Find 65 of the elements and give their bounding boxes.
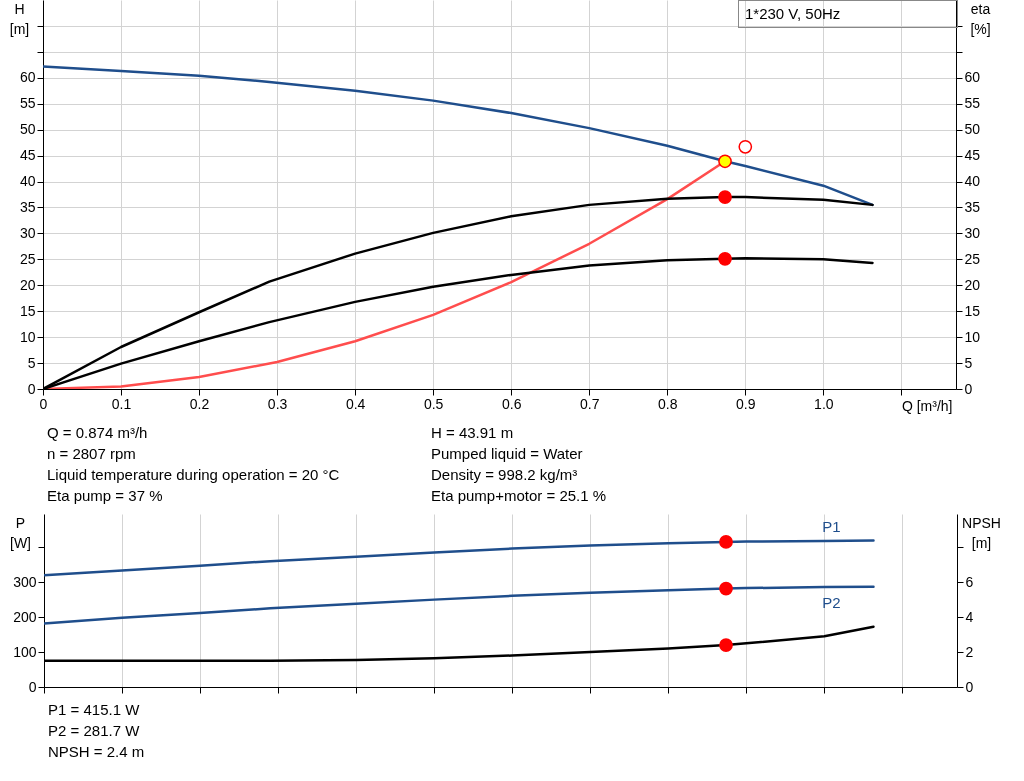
- y2-tick-label: 50: [964, 121, 981, 138]
- y-tick-label: 20: [19, 276, 36, 293]
- y-tick-label: 5: [27, 354, 36, 371]
- y2-tick-label: 4: [965, 608, 974, 625]
- y-tick-label: 55: [19, 95, 36, 112]
- y2-tick-label: 2: [965, 643, 974, 660]
- text: Liquid temperature during operation = 20 °C: [47, 466, 340, 483]
- y2-tick-label: 25: [964, 250, 981, 267]
- x-tick-label: 0: [39, 395, 48, 412]
- y2-tick-label: 40: [964, 173, 981, 190]
- x-tick-label: 0.7: [580, 395, 600, 412]
- x-tick-label: 0.5: [423, 395, 444, 412]
- x-tick-label: 0.4: [345, 395, 366, 412]
- text: Eta pump = 37 %: [47, 487, 163, 504]
- x-tick-label: 1.0: [814, 395, 834, 412]
- y-tick-label: 300: [13, 573, 37, 590]
- y-tick-label: 100: [13, 643, 37, 660]
- text: Q = 0.874 m³/h: [47, 424, 148, 441]
- y2-tick-label: 10: [964, 328, 981, 345]
- y2-tick-label: 0: [964, 380, 973, 397]
- x-tick-label: 0.2: [189, 395, 210, 412]
- y2-axis-title: NPSH [m]: [962, 514, 1001, 551]
- y-tick-label: 15: [19, 302, 36, 319]
- y-tick-label: 200: [13, 608, 37, 625]
- series-label: P1: [822, 517, 841, 535]
- text: Pumped liquid = Water: [431, 445, 583, 462]
- y-tick-label: 50: [19, 121, 36, 138]
- y-tick-label: 45: [19, 147, 36, 164]
- text: P2 = 281.7 W: [48, 722, 141, 739]
- y-axis-title: P [W]: [10, 514, 31, 551]
- y-tick-label: 40: [19, 173, 36, 190]
- x-tick-label: 0.9: [736, 395, 756, 412]
- text: P1 = 415.1 W: [48, 701, 141, 718]
- y2-axis-title: eta [%]: [970, 0, 991, 37]
- x-tick-label: 0.3: [267, 395, 288, 412]
- x-tick-label: 0.8: [658, 395, 678, 412]
- y-tick-label: 30: [19, 224, 36, 241]
- y2-tick-label: 30: [964, 224, 981, 241]
- y-tick-label: 0: [28, 678, 37, 695]
- y-tick-label: 25: [19, 250, 36, 267]
- y-tick-label: 10: [19, 328, 36, 345]
- y2-tick-label: 15: [964, 302, 981, 319]
- series-label: P2: [822, 593, 841, 611]
- y2-tick-label: 5: [964, 354, 973, 371]
- y-tick-label: 60: [19, 69, 36, 86]
- y-tick-label: 35: [19, 198, 36, 215]
- line-series: [43, 65, 874, 207]
- y2-tick-label: 35: [964, 198, 981, 215]
- text: Density = 998.2 kg/m³: [431, 466, 578, 483]
- y-axis-title: H [m]: [9, 0, 30, 37]
- text: H = 43.91 m: [431, 424, 514, 441]
- y2-tick-label: 45: [964, 147, 981, 164]
- y2-tick-label: 0: [965, 678, 974, 695]
- x-axis-title: Q [m³/h]: [901, 397, 953, 414]
- text: Eta pump+motor = 25.1 %: [431, 487, 607, 504]
- text-box: 1*230 V, 50Hz: [738, 0, 958, 28]
- x-tick-label: 0.1: [111, 395, 132, 412]
- y2-tick-label: 6: [965, 573, 974, 590]
- text: NPSH = 2.4 m: [48, 743, 145, 760]
- y2-tick-label: 20: [964, 276, 981, 293]
- y2-tick-label: 55: [964, 95, 981, 112]
- text: n = 2807 rpm: [47, 445, 136, 462]
- x-tick-label: 0.6: [501, 395, 522, 412]
- y2-tick-label: 60: [964, 69, 981, 86]
- y-tick-label: 0: [27, 380, 36, 397]
